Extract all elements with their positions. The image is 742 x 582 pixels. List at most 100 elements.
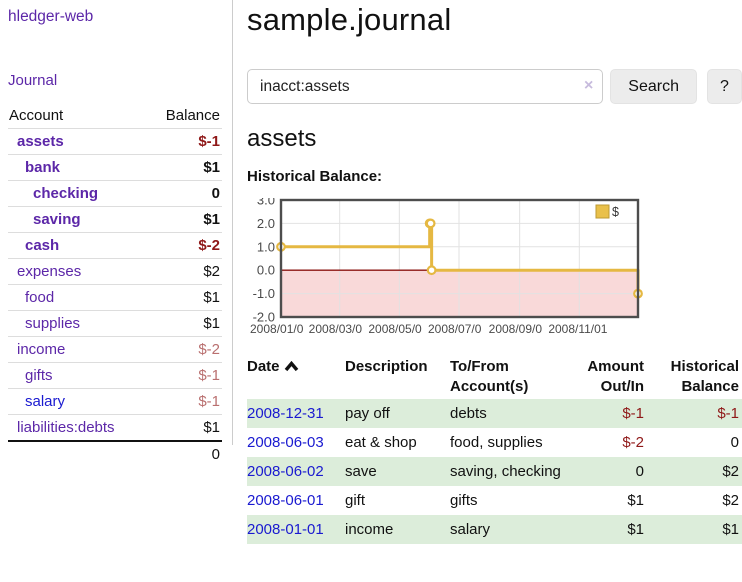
account-link[interactable]: saving	[33, 211, 81, 228]
register-header-balance: Historical Balance	[670, 358, 739, 395]
sort-asc-icon	[284, 358, 299, 378]
register-accounts-cell: saving, checking	[450, 463, 561, 480]
accounts-header-balance: Balance	[165, 107, 220, 124]
account-link[interactable]: liabilities:debts	[17, 419, 115, 436]
svg-text:2008/11/01: 2008/11/01	[548, 322, 607, 336]
account-balance: $1	[147, 414, 222, 441]
register-table: Date Description To/From Account(s) Amou…	[247, 355, 742, 544]
search-button[interactable]: Search	[610, 69, 697, 104]
account-row: checking 0	[8, 180, 222, 207]
accounts-table: Account Balance assets $-1 bank $1 checking 0…	[8, 104, 222, 467]
register-balance-cell: $2	[722, 463, 739, 480]
register-accounts-cell: food, supplies	[450, 434, 543, 451]
register-balance-cell: 0	[730, 434, 739, 451]
register-date-link[interactable]: 2008-06-03	[247, 434, 324, 451]
account-link[interactable]: supplies	[25, 315, 81, 332]
account-balance: $1	[147, 154, 222, 181]
register-amount-cell: 0	[635, 463, 644, 480]
register-date-link[interactable]: 2008-06-02	[247, 463, 324, 480]
register-description-cell: save	[345, 463, 377, 480]
search-form: × Search ?	[247, 69, 742, 104]
account-section-title: assets	[247, 125, 317, 152]
sidebar-item-journal[interactable]: Journal	[8, 72, 58, 89]
register-date-cell: 2008-12-31	[247, 399, 345, 428]
account-row: gifts $-1	[8, 362, 222, 389]
register-amount-cell: $-1	[622, 405, 644, 422]
search-input[interactable]	[247, 69, 604, 104]
account-link[interactable]: expenses	[17, 263, 82, 280]
account-balance: $-2	[147, 232, 222, 259]
register-description-cell: gift	[345, 492, 366, 509]
register-date-link[interactable]: 2008-01-01	[247, 521, 324, 538]
register-header-accounts: To/From Account(s)	[450, 358, 529, 395]
register-date-cell: 2008-06-02	[247, 457, 345, 486]
account-row: supplies $1	[8, 310, 222, 337]
register-accounts-cell: debts	[450, 405, 487, 422]
svg-text:1.0: 1.0	[257, 239, 275, 254]
account-balance: $1	[147, 206, 222, 233]
clear-search-icon[interactable]: ×	[583, 77, 594, 94]
account-link[interactable]: income	[17, 341, 66, 358]
account-row: saving $1	[8, 206, 222, 233]
account-link[interactable]: salary	[25, 393, 66, 410]
accounts-total-value: 0	[147, 440, 222, 467]
register-date-cell: 2008-06-03	[247, 428, 345, 457]
account-row: assets $-1	[8, 128, 222, 155]
svg-text:2.0: 2.0	[257, 216, 275, 231]
account-balance: $2	[147, 258, 222, 285]
account-link[interactable]: assets	[17, 133, 64, 150]
register-date-link[interactable]: 2008-12-31	[247, 405, 324, 422]
svg-text:2008/07/0: 2008/07/0	[428, 322, 482, 336]
register-balance-cell: $-1	[717, 405, 739, 422]
register-balance-cell: $2	[722, 492, 739, 509]
register-amount-cell: $1	[627, 492, 644, 509]
register-row[interactable]: 2008-06-03 eat & shop food, supplies $-2 0	[247, 428, 742, 457]
account-row: bank $1	[8, 154, 222, 181]
register-date-cell: 2008-01-01	[247, 515, 345, 544]
account-balance: $-1	[147, 128, 222, 155]
account-row: income $-2	[8, 336, 222, 363]
account-row: food $1	[8, 284, 222, 311]
register-header-description: Description	[345, 358, 428, 375]
account-row: liabilities:debts $1	[8, 414, 222, 441]
svg-text:-1.0: -1.0	[253, 286, 275, 301]
account-link[interactable]: cash	[25, 237, 60, 254]
main-content: sample.journal × Search ? assets Histori…	[247, 0, 742, 544]
register-row[interactable]: 2008-06-02 save saving, checking 0 $2	[247, 457, 742, 486]
search-box: ×	[247, 69, 604, 104]
register-row[interactable]: 2008-06-01 gift gifts $1 $2	[247, 486, 742, 515]
svg-text:2008/09/0: 2008/09/0	[489, 322, 543, 336]
account-row: salary $-1	[8, 388, 222, 415]
account-balance: $-1	[147, 388, 222, 415]
account-balance: 0	[147, 180, 222, 207]
svg-text:0.0: 0.0	[257, 263, 275, 278]
svg-text:3.0: 3.0	[257, 198, 275, 208]
chart-label: Historical Balance:	[247, 168, 383, 185]
account-link[interactable]: checking	[33, 185, 99, 202]
register-date-link[interactable]: 2008-06-01	[247, 492, 324, 509]
account-balance: $1	[147, 284, 222, 311]
account-row: cash $-2	[8, 232, 222, 259]
register-accounts-cell: salary	[450, 521, 491, 538]
account-balance: $1	[147, 310, 222, 337]
account-balance: $-1	[147, 362, 222, 389]
register-header-date-label: Date	[247, 358, 280, 375]
account-link[interactable]: food	[25, 289, 55, 306]
account-link[interactable]: gifts	[25, 367, 53, 384]
register-header-date[interactable]: Date	[247, 355, 345, 399]
register-row[interactable]: 2008-01-01 income salary $1 $1	[247, 515, 742, 544]
register-accounts-cell: gifts	[450, 492, 478, 509]
svg-text:2008/03/0: 2008/03/0	[309, 322, 363, 336]
register-balance-cell: $1	[722, 521, 739, 538]
app-brand-link[interactable]: hledger-web	[8, 8, 94, 25]
help-button[interactable]: ?	[707, 69, 742, 104]
register-header-amount: Amount Out/In	[587, 358, 644, 395]
accounts-header-account: Account	[9, 107, 64, 124]
account-link[interactable]: bank	[25, 159, 61, 176]
register-description-cell: pay off	[345, 405, 390, 422]
svg-text:$: $	[612, 205, 619, 219]
register-description-cell: income	[345, 521, 394, 538]
svg-text:2008/01/0: 2008/01/0	[250, 322, 304, 336]
register-row[interactable]: 2008-12-31 pay off debts $-1 $-1	[247, 399, 742, 428]
